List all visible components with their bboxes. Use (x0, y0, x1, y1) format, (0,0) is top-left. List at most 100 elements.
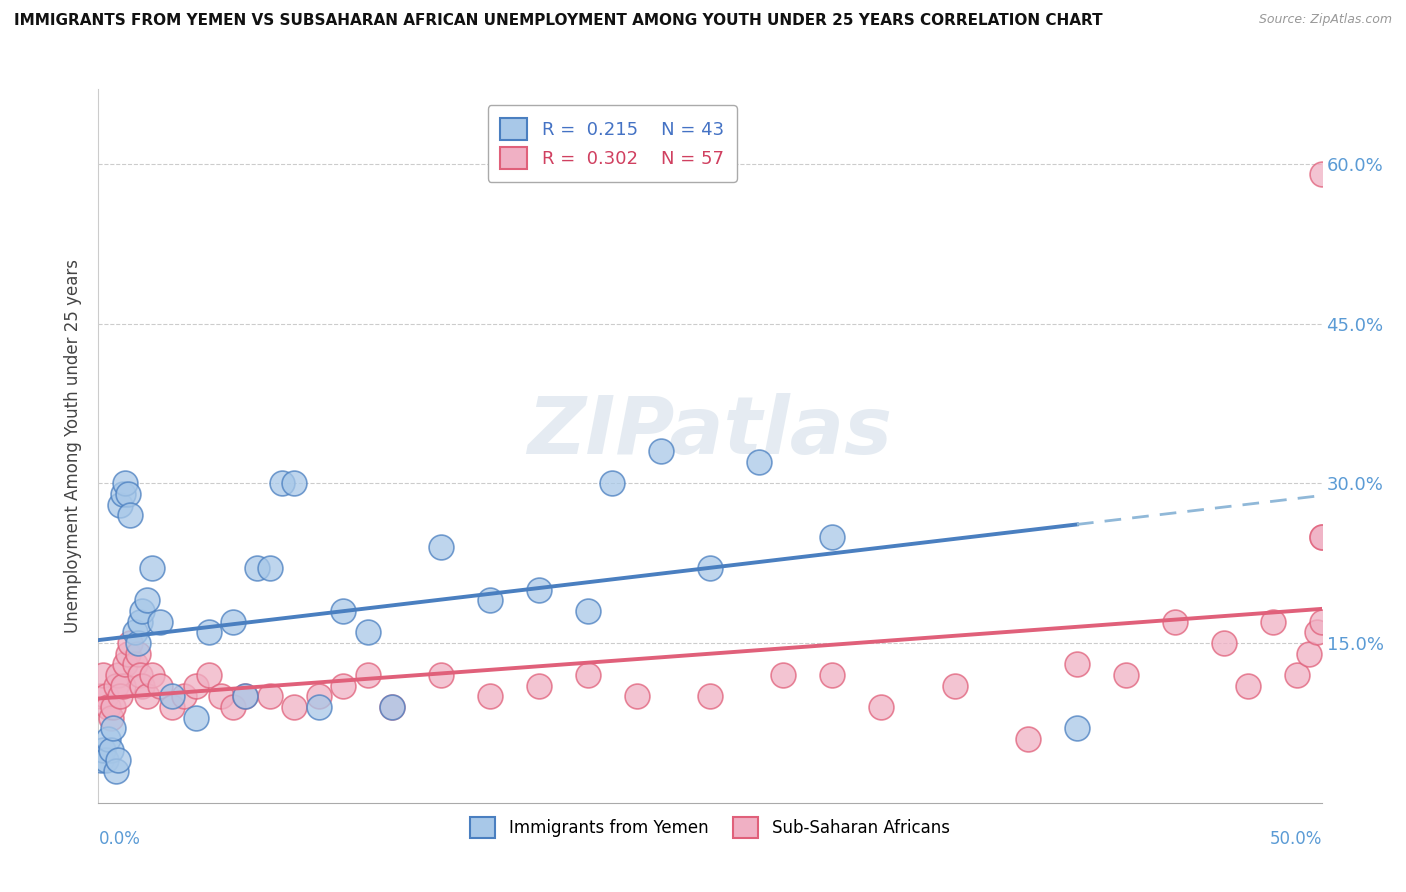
Point (270, 476, 294, 491)
Point (1286, 668, 1309, 682)
Point (1066, 721, 1088, 735)
Point (283, 700, 305, 714)
Point (136, 690, 159, 704)
Point (259, 561, 281, 575)
Point (1237, 679, 1260, 693)
Point (127, 636, 149, 650)
Point (332, 679, 354, 693)
Point (129, 615, 152, 629)
Point (308, 690, 330, 704)
Point (233, 690, 256, 704)
Point (110, 498, 132, 512)
Point (1164, 615, 1187, 629)
Point (283, 476, 305, 491)
Y-axis label: Unemployment Among Youth under 25 years: Unemployment Among Youth under 25 years (65, 259, 83, 633)
Point (1306, 625, 1329, 640)
Point (107, 753, 129, 767)
Point (1310, 168, 1333, 182)
Point (576, 668, 599, 682)
Point (209, 690, 232, 704)
Point (332, 604, 354, 618)
Point (117, 647, 139, 661)
Point (356, 668, 378, 682)
Point (120, 636, 142, 650)
Point (943, 679, 966, 693)
Point (748, 455, 770, 469)
Text: ZIPatlas: ZIPatlas (527, 392, 893, 471)
Point (111, 679, 134, 693)
Point (120, 508, 142, 523)
Point (114, 657, 136, 672)
Point (100, 710, 122, 724)
Point (90, 690, 112, 704)
Point (246, 561, 269, 575)
Point (1310, 615, 1333, 629)
Point (197, 625, 219, 640)
Point (100, 742, 122, 756)
Text: 50.0%: 50.0% (1270, 830, 1322, 848)
Point (1017, 731, 1039, 746)
Point (131, 679, 153, 693)
Point (430, 668, 453, 682)
Text: 0.0%: 0.0% (98, 830, 141, 848)
Point (101, 700, 124, 714)
Text: IMMIGRANTS FROM YEMEN VS SUBSAHARAN AFRICAN UNEMPLOYMENT AMONG YOUTH UNDER 25 YE: IMMIGRANTS FROM YEMEN VS SUBSAHARAN AFRI… (14, 13, 1102, 29)
Point (222, 700, 245, 714)
Point (1310, 529, 1333, 543)
Point (131, 604, 153, 618)
Point (94, 690, 117, 704)
Point (141, 561, 163, 575)
Point (527, 679, 550, 693)
Point (233, 690, 256, 704)
Point (141, 668, 163, 682)
Point (91, 668, 114, 682)
Point (186, 679, 208, 693)
Point (101, 721, 124, 735)
Point (626, 690, 648, 704)
Point (97, 731, 120, 746)
Point (97, 700, 120, 714)
Point (699, 690, 721, 704)
Point (650, 444, 672, 458)
Point (111, 487, 134, 501)
Point (821, 668, 844, 682)
Point (1310, 529, 1333, 543)
Point (381, 700, 404, 714)
Point (1115, 668, 1137, 682)
Point (149, 615, 172, 629)
Point (91, 742, 114, 756)
Point (478, 690, 501, 704)
Point (1261, 615, 1284, 629)
Point (576, 604, 599, 618)
Point (1066, 657, 1088, 672)
Point (600, 476, 623, 491)
Point (104, 764, 127, 778)
Point (124, 657, 146, 672)
Point (527, 582, 550, 597)
Point (186, 710, 208, 724)
Point (197, 668, 219, 682)
Point (104, 679, 127, 693)
Point (149, 679, 172, 693)
Point (308, 700, 330, 714)
Point (1298, 647, 1320, 661)
Point (117, 487, 139, 501)
Point (160, 690, 183, 704)
Point (699, 561, 721, 575)
Text: Source: ZipAtlas.com: Source: ZipAtlas.com (1258, 13, 1392, 27)
Point (124, 625, 146, 640)
Point (1212, 636, 1234, 650)
Point (173, 690, 195, 704)
Point (127, 647, 149, 661)
Point (259, 690, 281, 704)
Point (772, 668, 794, 682)
Point (114, 476, 136, 491)
Point (356, 625, 378, 640)
Point (160, 700, 183, 714)
Point (870, 700, 893, 714)
Point (821, 529, 844, 543)
Point (94, 753, 117, 767)
Legend: Immigrants from Yemen, Sub-Saharan Africans: Immigrants from Yemen, Sub-Saharan Afric… (464, 811, 956, 845)
Point (129, 668, 152, 682)
Point (478, 593, 501, 607)
